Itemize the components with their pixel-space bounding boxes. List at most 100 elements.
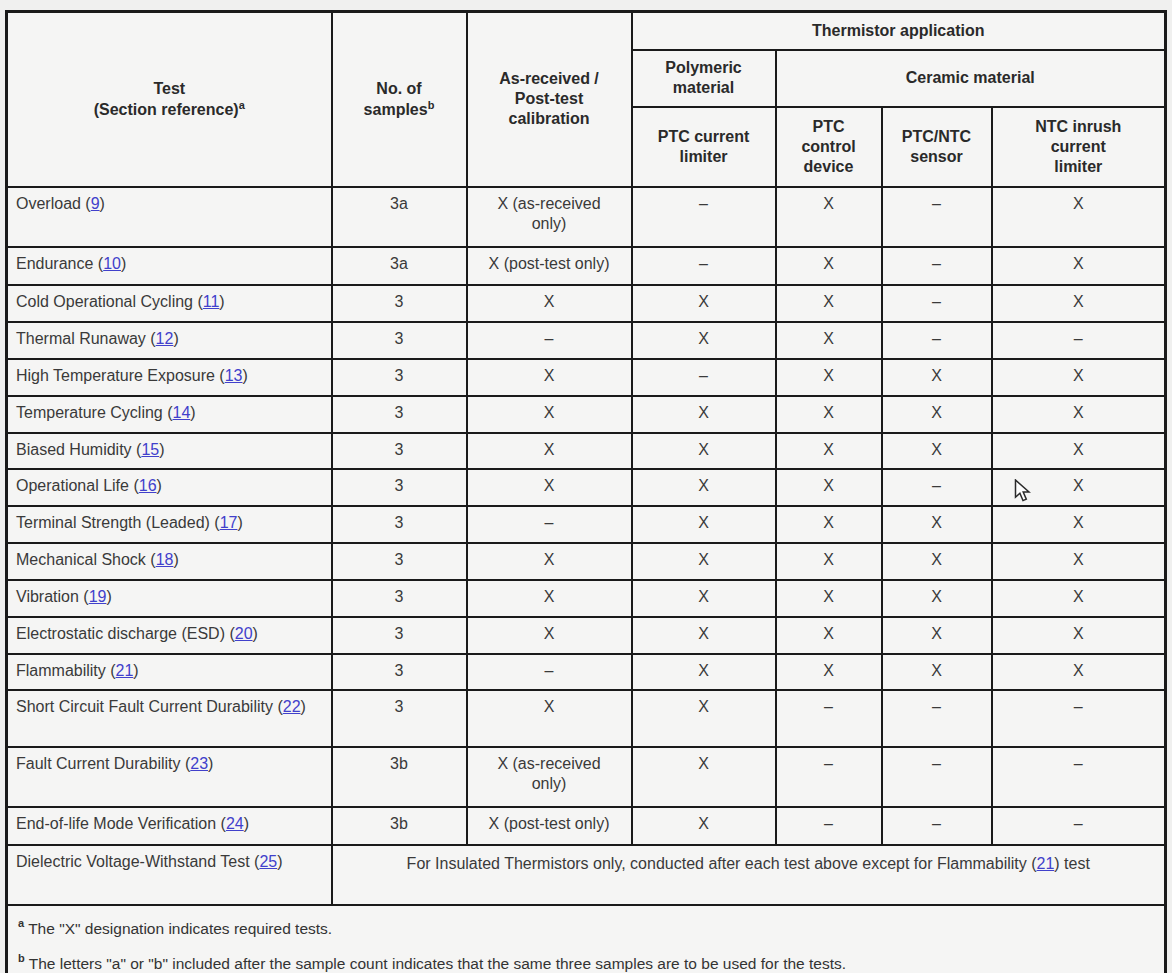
section-ref-link[interactable]: 10 [103,255,121,272]
test-name-cell: Fault Current Durability (23) [7,747,332,807]
footnote-a-marker: a [18,917,24,929]
ntc-inrush-current-limiter-cell: X [992,359,1166,396]
table-row: Flammability (21)3–XXXX [7,654,1166,690]
ptc-current-limiter-cell: X [632,433,776,469]
table-row: End-of-life Mode Verification (24)3bX (p… [7,807,1166,845]
section-ref-link[interactable]: 12 [156,330,174,347]
ptc-current-limiter-cell: X [632,690,776,747]
ptc-ntc-sensor-cell: X [882,580,992,617]
calibration-cell: X (as-received only) [467,187,632,247]
dielectric-note-text-tail: ) test [1054,855,1090,872]
ntc-inrush-current-limiter-cell: – [992,807,1166,845]
ntc-inrush-current-limiter-cell: X [992,469,1166,506]
ptc-control-device-cell: X [776,617,882,654]
ptc-current-limiter-cell: X [632,807,776,845]
ntc-inrush-current-limiter-cell: X [992,187,1166,247]
test-name-cell: End-of-life Mode Verification (24) [7,807,332,845]
dielectric-note-text: For Insulated Thermistors only, conducte… [407,855,1037,872]
ptc-control-device-cell: X [776,285,882,322]
ptc-ntc-sensor-cell: X [882,359,992,396]
test-name-cell: High Temperature Exposure (13) [7,359,332,396]
section-ref-link[interactable]: 16 [139,477,157,494]
section-ref-link[interactable]: 19 [89,588,107,605]
table-row: Overload (9)3aX (as-received only)–X–X [7,187,1166,247]
ptc-current-limiter-cell: X [632,396,776,433]
samples-cell: 3 [332,617,467,654]
samples-cell: 3 [332,469,467,506]
test-name-cell: Biased Humidity (15) [7,433,332,469]
document-page: Test (Section reference)a No. of samples… [0,0,1172,973]
calibration-cell: X [467,617,632,654]
ntc-inrush-current-limiter-cell: X [992,543,1166,580]
footnotes-row: a The "X" designation indicates required… [7,905,1166,973]
header-calibration-column: As-received / Post-test calibration [467,12,632,187]
footnote-b: b The letters "a" or "b" included after … [18,952,1154,973]
header-ptc-control-device: PTC control device [776,107,882,187]
table-row: High Temperature Exposure (13)3X–XXX [7,359,1166,396]
footnote-marker-b: b [428,99,435,111]
test-name-cell: Overload (9) [7,187,332,247]
section-ref-link[interactable]: 17 [220,514,238,531]
test-name-cell: Endurance (10) [7,247,332,285]
calibration-cell: X (post-test only) [467,807,632,845]
ptc-current-limiter-cell: – [632,359,776,396]
samples-cell: 3 [332,322,467,359]
header-ceramic-material: Ceramic material [776,50,1166,107]
ptc-current-limiter-cell: – [632,187,776,247]
calibration-cell: X [467,690,632,747]
section-ref-link[interactable]: 25 [259,853,277,870]
ntc-inrush-current-limiter-cell: – [992,690,1166,747]
ptc-current-limiter-cell: X [632,654,776,690]
section-ref-link[interactable]: 13 [225,367,243,384]
table-row: Endurance (10)3aX (post-test only)–X–X [7,247,1166,285]
table-row: Cold Operational Cycling (11)3XXX–X [7,285,1166,322]
section-ref-link[interactable]: 21 [116,662,134,679]
ptc-ntc-sensor-cell: – [882,187,992,247]
ptc-control-device-cell: X [776,187,882,247]
ptc-control-device-cell: X [776,359,882,396]
ptc-current-limiter-cell: X [632,747,776,807]
calibration-cell: X [467,543,632,580]
ptc-ntc-sensor-cell: X [882,506,992,543]
header-polymeric-material: Polymeric material [632,50,776,107]
ptc-ntc-sensor-cell: X [882,543,992,580]
section-ref-link[interactable]: 14 [173,404,191,421]
samples-cell: 3b [332,747,467,807]
footnotes-cell: a The "X" designation indicates required… [7,905,1166,973]
test-name-cell: Electrostatic discharge (ESD) (20) [7,617,332,654]
calibration-cell: X (as-received only) [467,747,632,807]
section-ref-link[interactable]: 15 [141,441,159,458]
header-ntc-inrush-current-limiter: NTC inrush current limiter [992,107,1166,187]
section-ref-link[interactable]: 9 [91,195,100,212]
header-test-label: Test (Section reference) [94,80,239,118]
ptc-ntc-sensor-cell: X [882,617,992,654]
samples-cell: 3 [332,359,467,396]
ptc-control-device-cell: X [776,506,882,543]
calibration-cell: – [467,506,632,543]
section-ref-link[interactable]: 11 [203,293,220,310]
section-ref-link[interactable]: 24 [226,815,244,832]
calibration-cell: X [467,469,632,506]
section-ref-link[interactable]: 23 [190,755,208,772]
section-ref-link[interactable]: 18 [156,551,174,568]
ptc-ntc-sensor-cell: X [882,654,992,690]
ptc-ntc-sensor-cell: X [882,433,992,469]
dielectric-row: Dielectric Voltage-Withstand Test (25) F… [7,845,1166,905]
test-name-cell: Terminal Strength (Leaded) (17) [7,506,332,543]
section-ref-link[interactable]: 20 [235,625,253,642]
test-name-cell: Short Circuit Fault Current Durability (… [7,690,332,747]
ptc-current-limiter-cell: X [632,543,776,580]
samples-cell: 3 [332,690,467,747]
ptc-ntc-sensor-cell: – [882,285,992,322]
section-ref-link[interactable]: 21 [1037,855,1055,872]
ptc-control-device-cell: X [776,543,882,580]
ntc-inrush-current-limiter-cell: – [992,747,1166,807]
ntc-inrush-current-limiter-cell: X [992,396,1166,433]
samples-cell: 3 [332,433,467,469]
test-name-cell: Temperature Cycling (14) [7,396,332,433]
ptc-control-device-cell: X [776,469,882,506]
table-row: Fault Current Durability (23)3bX (as-rec… [7,747,1166,807]
table-row: Temperature Cycling (14)3XXXXX [7,396,1166,433]
section-ref-link[interactable]: 22 [283,698,301,715]
calibration-cell: – [467,322,632,359]
